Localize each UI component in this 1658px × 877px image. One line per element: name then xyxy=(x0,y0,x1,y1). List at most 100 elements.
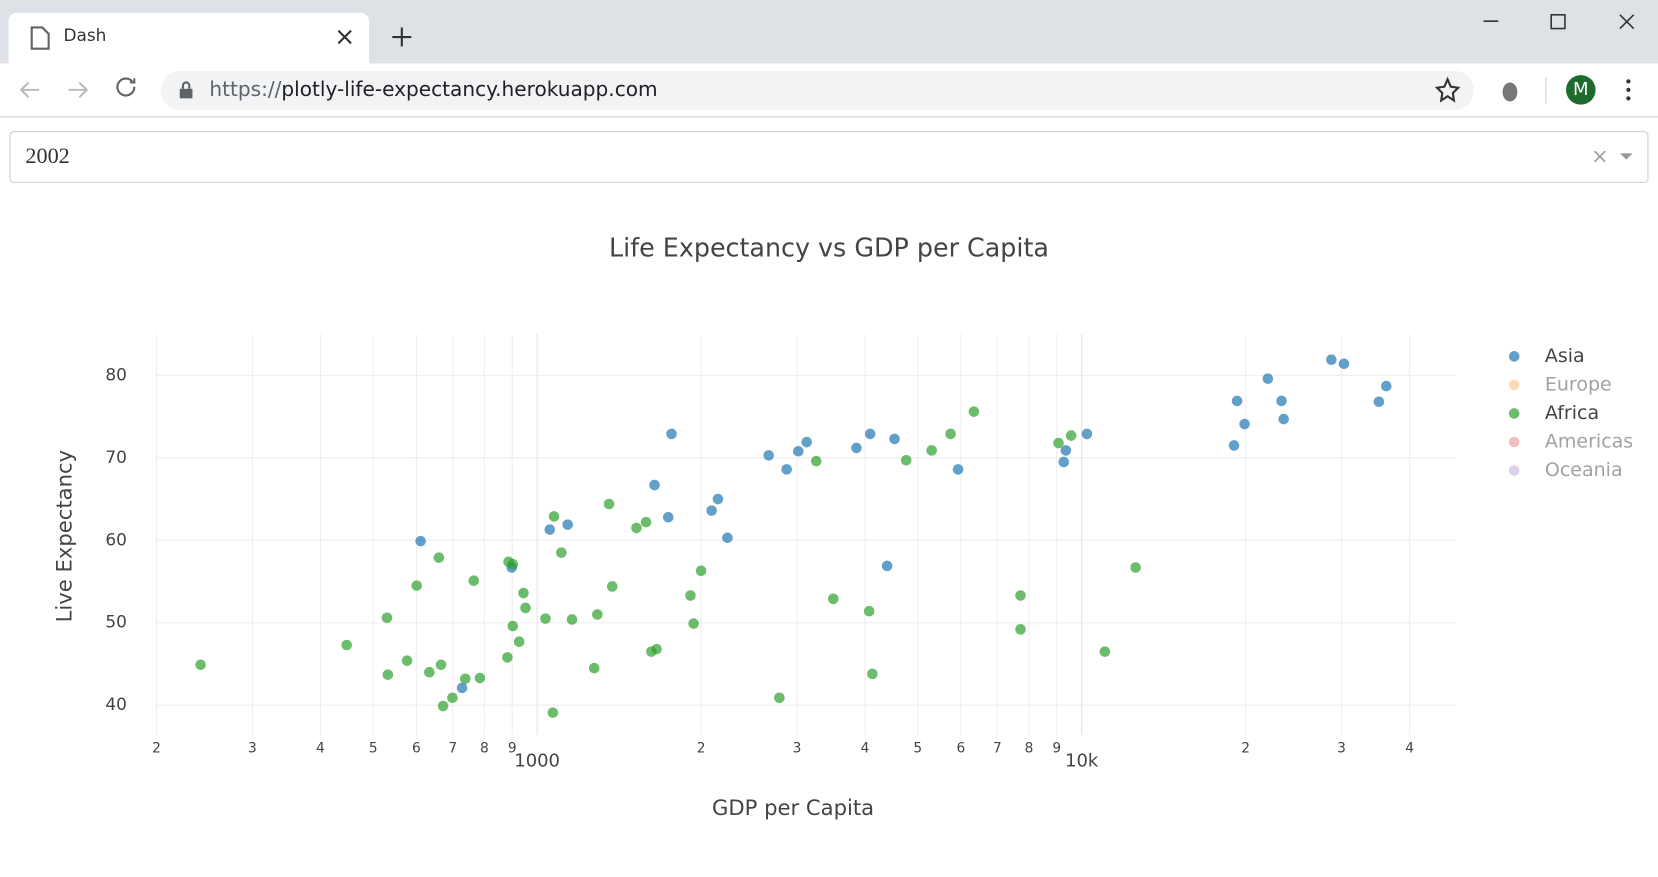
x-tick-label: 2 xyxy=(152,741,161,757)
point xyxy=(520,602,531,614)
point xyxy=(685,590,696,601)
tab-close[interactable] xyxy=(337,29,352,45)
x-tick-label: 2 xyxy=(1241,741,1250,757)
point xyxy=(459,673,471,685)
x-tick-label: 8 xyxy=(1025,741,1034,757)
legend-label[interactable]: Americas xyxy=(1545,430,1633,452)
point xyxy=(1326,354,1337,365)
legend-label[interactable]: Africa xyxy=(1545,402,1599,424)
point xyxy=(952,464,964,475)
dropdown-controls xyxy=(1593,150,1633,163)
point xyxy=(706,505,717,516)
point xyxy=(649,479,660,491)
point xyxy=(1053,437,1064,449)
point xyxy=(1373,396,1385,408)
point xyxy=(456,682,468,694)
point xyxy=(881,560,893,572)
lock xyxy=(179,88,193,99)
maximize[interactable] xyxy=(1550,14,1566,30)
point xyxy=(548,511,560,522)
point xyxy=(1099,646,1111,657)
point xyxy=(540,613,551,624)
point xyxy=(468,575,480,586)
point xyxy=(513,636,525,648)
x-tick-label: 9 xyxy=(1052,741,1061,757)
close-window[interactable] xyxy=(1619,14,1635,30)
point xyxy=(712,493,724,505)
point xyxy=(606,581,618,592)
point xyxy=(556,547,567,558)
back[interactable] xyxy=(19,81,40,99)
point xyxy=(435,659,447,671)
point xyxy=(1058,456,1070,468)
point xyxy=(415,535,426,547)
tab[interactable] xyxy=(8,12,370,64)
x-tick-label: 6 xyxy=(957,741,966,757)
point xyxy=(722,532,733,544)
y-tick-label: 50 xyxy=(105,612,127,632)
x-axis-label: GDP per Capita xyxy=(712,795,874,820)
menu[interactable] xyxy=(1626,79,1631,101)
point xyxy=(447,692,458,704)
point xyxy=(1278,413,1289,425)
point xyxy=(640,516,652,528)
x-tick-label: 5 xyxy=(913,741,922,757)
point xyxy=(603,498,615,510)
point xyxy=(774,692,785,704)
forward[interactable] xyxy=(68,81,89,99)
legend-marker xyxy=(1508,465,1520,476)
point xyxy=(781,464,792,475)
point xyxy=(544,524,556,535)
point xyxy=(562,519,573,530)
y-tick-label: 70 xyxy=(105,447,127,467)
new-tab[interactable] xyxy=(392,27,412,47)
tab-title: Dash xyxy=(63,25,107,46)
point xyxy=(926,445,937,456)
point xyxy=(502,652,513,663)
x-tick-label: 3 xyxy=(1337,741,1346,757)
point xyxy=(864,428,876,440)
dropdown-value: 2002 xyxy=(25,142,70,169)
y-tick-label: 60 xyxy=(105,529,127,549)
legend-marker xyxy=(1508,379,1520,391)
url: https://plotly-life-expectancy.herokuapp… xyxy=(209,78,657,101)
point xyxy=(695,565,707,577)
dropdown-arrow[interactable] xyxy=(1619,153,1633,160)
point xyxy=(547,707,559,718)
x-tick-label: 5 xyxy=(369,741,378,757)
extension[interactable] xyxy=(1502,82,1518,102)
point xyxy=(411,580,423,591)
point xyxy=(381,612,393,624)
point xyxy=(828,593,839,605)
legend-label[interactable]: Asia xyxy=(1545,345,1585,367)
reload[interactable] xyxy=(116,77,136,97)
point xyxy=(1065,430,1077,441)
x-tick-label: 6 xyxy=(412,741,421,757)
address-bar[interactable] xyxy=(160,70,1475,110)
legend-marker xyxy=(1508,436,1520,448)
x-tick-label: 9 xyxy=(508,741,517,757)
point xyxy=(1015,590,1026,601)
y-tick-label: 40 xyxy=(105,694,127,714)
legend-label[interactable]: Oceania xyxy=(1545,459,1623,481)
dropdown-clear[interactable] xyxy=(1593,150,1606,163)
bookmark-star[interactable] xyxy=(1434,76,1461,103)
point xyxy=(566,614,578,625)
x-tick-label: 1000 xyxy=(514,750,560,771)
point xyxy=(688,618,699,629)
point xyxy=(507,558,519,570)
point xyxy=(518,587,529,599)
x-tick-label: 7 xyxy=(448,741,457,757)
x-tick-label: 7 xyxy=(993,741,1002,757)
year-dropdown[interactable] xyxy=(9,131,1649,183)
point xyxy=(1060,445,1072,456)
point xyxy=(1015,624,1026,635)
divider xyxy=(0,116,1658,118)
legend-label[interactable]: Europe xyxy=(1545,373,1612,395)
profile-avatar[interactable]: M xyxy=(1566,75,1596,105)
point xyxy=(793,445,804,457)
point xyxy=(900,455,912,466)
point xyxy=(810,455,822,467)
legend-marker xyxy=(1508,408,1520,419)
